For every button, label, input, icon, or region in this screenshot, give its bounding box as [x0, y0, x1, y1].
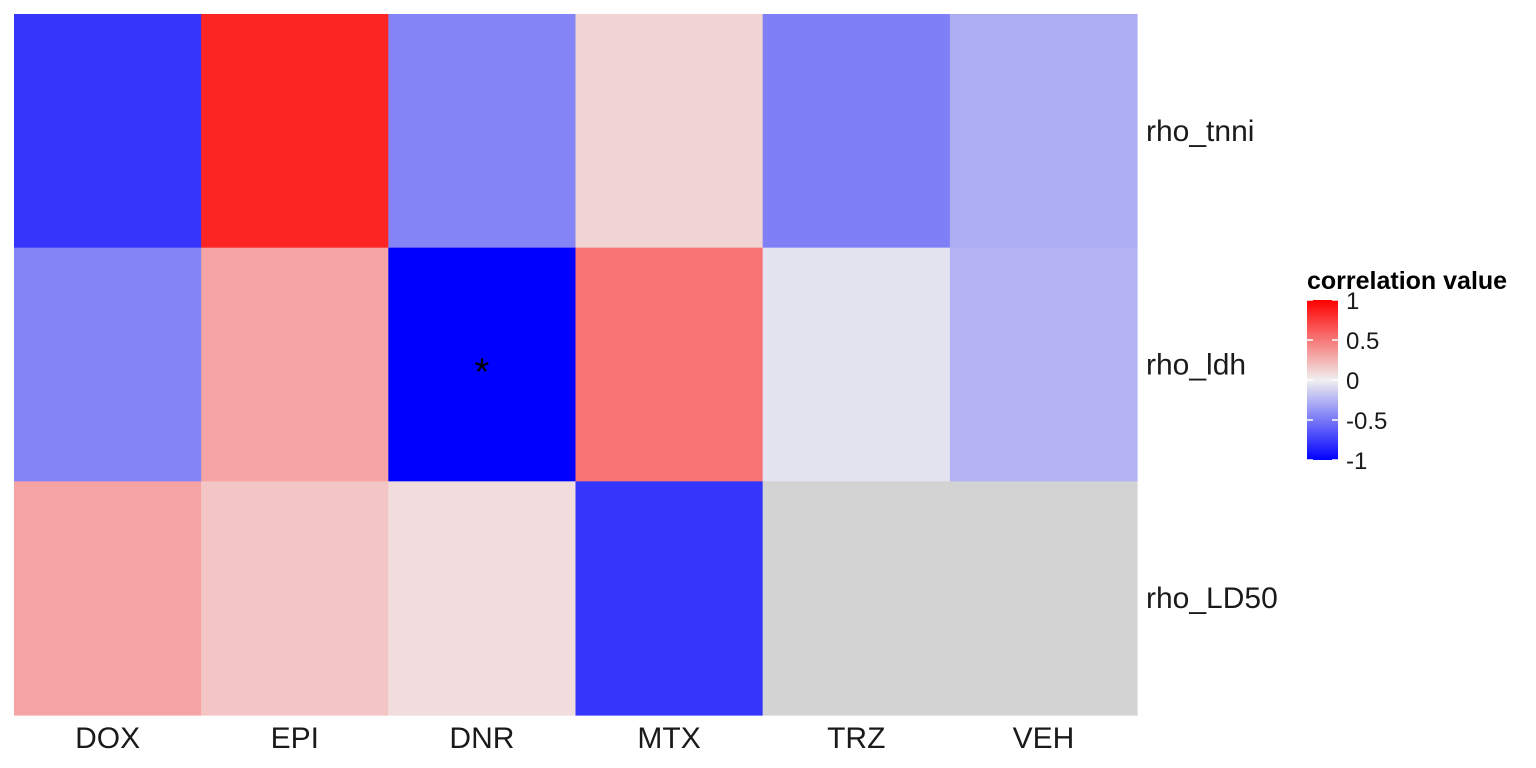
heatmap-cell-rho_tnni-TRZ	[762, 14, 951, 249]
heatmap-cell-rho_LD50-DOX	[14, 481, 202, 716]
x-tick-label: MTX	[637, 722, 700, 755]
heatmap-cell-rho_tnni-MTX	[575, 14, 764, 249]
x-tick-label: TRZ	[827, 722, 885, 755]
x-axis-tick-labels: DOX EPI DNR MTX TRZ VEH	[75, 722, 1074, 755]
x-tick-label: DOX	[75, 722, 140, 755]
legend-ticks: 1 0.5 0 -0.5 -1	[1307, 288, 1387, 475]
y-tick-label: rho_ldh	[1146, 349, 1246, 382]
y-tick-label: rho_tnni	[1146, 115, 1254, 148]
significance-mark: *	[475, 352, 490, 394]
legend-tick-label: 1	[1346, 288, 1359, 315]
heatmap-cell-rho_tnni-VEH	[949, 14, 1138, 249]
heatmap-cell-rho_ldh-DNR	[388, 247, 577, 482]
heatmap-cell-rho_ldh-DOX	[14, 247, 202, 482]
y-tick-label: rho_LD50	[1146, 582, 1278, 615]
significance-marks: *	[475, 352, 490, 394]
heatmap-cell-rho_tnni-DNR	[388, 14, 577, 249]
heatmap-cell-rho_tnni-DOX	[14, 14, 202, 249]
heatmap-cell-rho_ldh-TRZ	[762, 247, 951, 482]
legend-title: correlation value	[1307, 267, 1507, 295]
heatmap-cells	[14, 14, 1138, 716]
heatmap-cell-rho_LD50-TRZ	[762, 481, 951, 716]
heatmap-cell-rho_LD50-MTX	[575, 481, 764, 716]
heatmap-cell-rho_tnni-EPI	[201, 14, 389, 249]
y-axis-tick-labels: rho_tnni rho_ldh rho_LD50	[1146, 115, 1278, 615]
legend-tick-label: 0	[1346, 368, 1359, 395]
x-tick-label: EPI	[271, 722, 319, 755]
legend-tick-label: 0.5	[1346, 328, 1379, 355]
x-tick-label: DNR	[449, 722, 514, 755]
heatmap-cell-rho_LD50-VEH	[949, 481, 1138, 716]
heatmap-cell-rho_LD50-EPI	[201, 481, 389, 716]
color-legend: correlation value 1 0.5 0 -0.5 -1	[1307, 267, 1507, 475]
legend-tick-label: -0.5	[1346, 408, 1387, 435]
heatmap-cell-rho_ldh-MTX	[575, 247, 764, 482]
x-tick-label: VEH	[1013, 722, 1075, 755]
heatmap-cell-rho_LD50-DNR	[388, 481, 577, 716]
heatmap-cell-rho_ldh-VEH	[949, 247, 1138, 482]
legend-tick-label: -1	[1346, 448, 1367, 475]
heatmap-cell-rho_ldh-EPI	[201, 247, 389, 482]
